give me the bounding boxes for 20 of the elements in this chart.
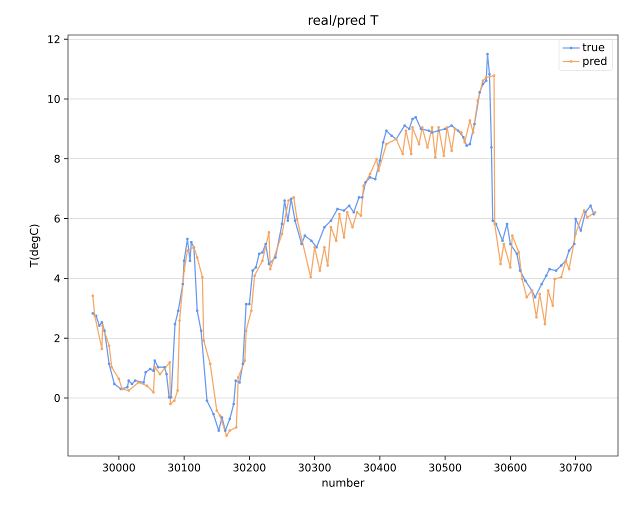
x-tick-label: 30300 — [298, 464, 331, 472]
x-tick-label: 30100 — [168, 464, 200, 472]
legend-label: true — [582, 43, 604, 52]
x-axis-title: number — [322, 478, 364, 487]
legend-label: pred — [583, 56, 606, 68]
x-tick-label: 30200 — [233, 464, 266, 472]
chart-title: real/pred T — [308, 14, 378, 28]
y-axis-title: T(degC) — [30, 224, 40, 268]
y-tick-label: 12 — [48, 35, 60, 44]
x-tick-label: 30700 — [560, 464, 592, 472]
x-tick-label: 30400 — [364, 464, 396, 472]
y-tick-label: 6 — [54, 214, 60, 223]
y-tick-label: 10 — [48, 95, 60, 103]
y-tick-label: 4 — [54, 274, 60, 282]
y-tick-label: 0 — [54, 394, 60, 402]
x-tick-label: 30600 — [494, 464, 526, 472]
x-tick-label: 30500 — [429, 464, 462, 472]
y-tick-label: 2 — [54, 334, 60, 342]
x-tick-label: 30000 — [102, 464, 135, 472]
y-tick-label: 8 — [54, 154, 60, 163]
